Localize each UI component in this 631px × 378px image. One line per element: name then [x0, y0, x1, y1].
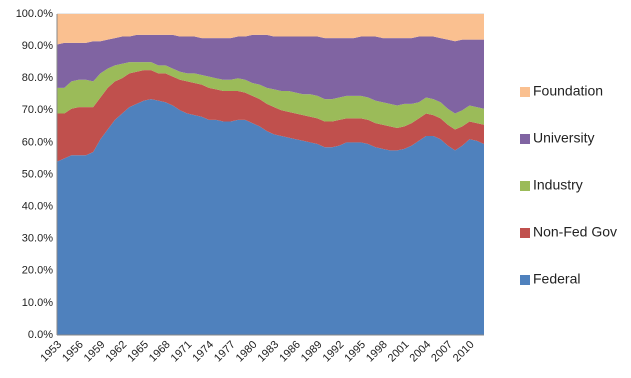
legend-swatch	[520, 134, 530, 144]
x-tick-label: 1971	[169, 339, 195, 365]
x-tick-label: 1956	[60, 339, 86, 365]
x-tick-label: 1968	[147, 339, 173, 365]
x-tick-label: 1977	[212, 339, 238, 365]
x-tick-label: 1983	[255, 339, 281, 365]
x-tick-label: 1959	[82, 339, 108, 365]
x-tick-label: 1965	[125, 339, 151, 365]
x-tick-label: 1980	[234, 339, 260, 365]
x-tick-label: 2010	[451, 339, 477, 365]
x-tick-label: 1998	[364, 339, 390, 365]
area	[57, 70, 484, 162]
x-tick-label: 2007	[429, 339, 455, 365]
area	[57, 14, 484, 45]
y-tick-label: 60.0%	[22, 136, 53, 148]
legend-label: Foundation	[533, 83, 603, 99]
y-tick-label: 80.0%	[22, 72, 53, 84]
x-tick-label: 2004	[407, 339, 433, 365]
y-tick-label: 40.0%	[22, 201, 53, 213]
x-tick-label: 1986	[277, 339, 303, 365]
y-tick-label: 90.0%	[22, 40, 53, 52]
legend-swatch	[520, 181, 530, 191]
legend-swatch	[520, 228, 530, 238]
y-tick-label: 70.0%	[22, 104, 53, 116]
y-tick-label: 20.0%	[22, 265, 53, 277]
legend-label: Federal	[533, 271, 580, 287]
area	[57, 62, 484, 130]
y-tick-label: 100.0%	[16, 8, 54, 20]
x-tick-label: 2001	[386, 339, 412, 365]
y-tick-label: 30.0%	[22, 233, 53, 245]
area	[57, 99, 484, 335]
legend-label: Industry	[533, 177, 583, 193]
x-tick-label: 1962	[104, 339, 130, 365]
x-tick-label: 1974	[190, 339, 216, 365]
x-tick-label: 1989	[299, 339, 325, 365]
y-tick-label: 50.0%	[22, 168, 53, 180]
y-tick-label: 10.0%	[22, 297, 53, 309]
legend-label: Non-Fed Gov	[533, 224, 617, 240]
area	[57, 34, 484, 114]
legend-label: University	[533, 130, 594, 146]
y-tick-label: 0.0%	[28, 329, 53, 341]
x-tick-label: 1953	[38, 339, 64, 365]
x-tick-label: 1995	[342, 339, 368, 365]
legend-swatch	[520, 87, 530, 97]
legend-swatch	[520, 275, 530, 285]
x-tick-label: 1992	[321, 339, 347, 365]
